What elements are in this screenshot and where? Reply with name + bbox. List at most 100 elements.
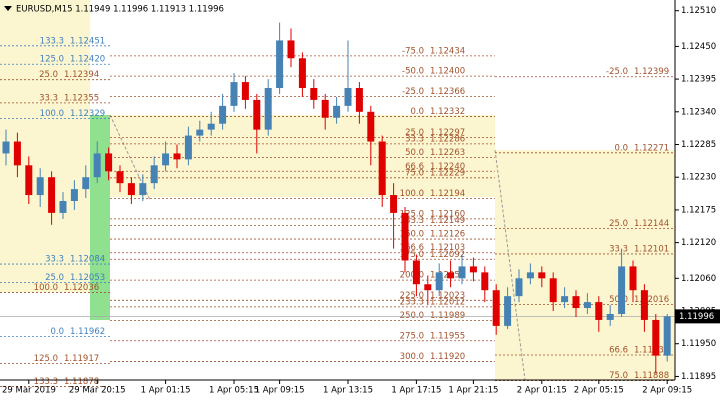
candle-body — [652, 319, 660, 356]
fib-price: 1.12263 — [430, 148, 465, 158]
candle-body — [48, 177, 56, 213]
candle-body — [207, 123, 215, 130]
x-tick-label: 1 Apr 17:15 — [391, 386, 441, 396]
fib-price: 1.12399 — [634, 67, 669, 77]
fib-level: 133.3 — [400, 216, 424, 226]
fib-level: 133.3 — [34, 377, 58, 387]
fib-level: 33.3 — [39, 93, 58, 103]
candle-body — [583, 302, 591, 309]
fib-level: 300.0 — [400, 352, 424, 362]
fib-price: 1.12016 — [634, 295, 669, 305]
y-tick-label: 1.12175 — [681, 205, 716, 215]
candle-body — [355, 88, 363, 112]
candle-body — [25, 165, 33, 196]
candle-body — [287, 40, 295, 59]
fib-price: 1.12084 — [70, 255, 105, 265]
candle-body — [367, 111, 375, 142]
fib-level: 25.0 — [405, 128, 424, 138]
x-tick-label: 1 Apr 09:15 — [255, 386, 305, 396]
fib-level: -25.0 — [402, 87, 424, 97]
candle-body — [162, 153, 170, 166]
fib-level: 166.6 — [400, 243, 424, 253]
fib-level: 200.0 — [400, 271, 424, 281]
fib-level: 0.0 — [614, 143, 628, 153]
fib-price: 1.11917 — [64, 354, 99, 364]
price-label: 1.11996 — [679, 312, 714, 322]
candle-body — [253, 99, 261, 130]
price-box — [675, 309, 720, 324]
candle-body — [469, 266, 477, 273]
fib-price: 1.12366 — [430, 87, 465, 97]
fib-level: 233.3 — [400, 297, 424, 307]
fib-price: 1.12329 — [70, 109, 105, 119]
fib-price: 1.11962 — [70, 327, 105, 337]
zone — [495, 150, 675, 380]
y-tick-label: 1.11895 — [681, 372, 716, 382]
fib-level: 33.3 — [405, 134, 424, 144]
candle-body — [640, 290, 648, 320]
candle-body — [561, 296, 569, 303]
fib-price: 1.12160 — [430, 209, 465, 219]
fib-level: 150.0 — [400, 230, 424, 240]
fib-price: 1.12451 — [70, 36, 105, 46]
fib-price: 1.12297 — [430, 128, 465, 138]
fib-level: 100.0 — [40, 109, 64, 119]
fib-level: -25.0 — [606, 67, 628, 77]
candle-body — [321, 99, 329, 118]
candle-body — [606, 313, 614, 320]
y-tick-label: 1.12510 — [681, 6, 716, 16]
menu-icon[interactable] — [4, 6, 12, 11]
fib-price: 1.11888 — [634, 371, 669, 381]
x-tick-label: 1 Apr 13:15 — [323, 386, 373, 396]
x-tick-label: 1 Apr 21:15 — [448, 386, 498, 396]
x-tick-label: 29 Mar 2019 — [2, 386, 56, 396]
candle-body — [2, 141, 10, 154]
fib-price: 1.12101 — [634, 244, 669, 254]
fib-level: -75.0 — [402, 46, 424, 56]
candle-body — [378, 141, 386, 196]
y-tick-label: 1.12395 — [681, 75, 716, 85]
candle-body — [196, 129, 204, 136]
zone — [90, 115, 495, 197]
fib-level: 33.3 — [609, 244, 628, 254]
fib-level: 225.0 — [400, 291, 424, 301]
candle-body — [549, 278, 557, 303]
fib-price: 1.12394 — [64, 70, 99, 80]
fib-price: 1.12229 — [430, 168, 465, 178]
fib-level: 125.0 — [40, 55, 64, 65]
fib-level: 133.3 — [40, 36, 64, 46]
trend-line — [494, 149, 526, 381]
y-tick-label: 1.12285 — [681, 140, 716, 150]
x-tick-label: 2 Apr 09:15 — [642, 386, 692, 396]
candle-body — [333, 105, 341, 118]
y-tick-label: 1.11950 — [681, 339, 716, 349]
fib-price: 1.12355 — [64, 93, 99, 103]
candle-body — [629, 266, 637, 291]
fib-price: 1.12194 — [430, 189, 465, 199]
candle-body — [595, 302, 603, 320]
candle-body — [412, 260, 420, 285]
candle-body — [139, 183, 147, 196]
candle-body — [663, 316, 671, 356]
y-tick-label: 1.12450 — [681, 42, 716, 52]
candle-body — [230, 82, 238, 106]
candle-body — [504, 296, 512, 326]
candle-body — [538, 272, 546, 279]
candle-body — [618, 266, 626, 314]
fib-price: 1.12144 — [634, 219, 669, 229]
x-tick-label: 2 Apr 01:15 — [517, 386, 567, 396]
fib-price: 1.12286 — [430, 134, 465, 144]
fib-level: 0.0 — [50, 327, 64, 337]
fib-level: 75.0 — [405, 168, 424, 178]
y-tick-label: 1.12340 — [681, 107, 716, 117]
fib-level: 25.0 — [609, 219, 628, 229]
fib-level: 25.0 — [45, 273, 64, 283]
fib-level: 25.0 — [39, 70, 58, 80]
fib-price: 1.12012 — [430, 297, 465, 307]
fib-level: 100.0 — [400, 189, 424, 199]
x-tick-label: 1 Apr 05:15 — [209, 386, 259, 396]
candle-body — [70, 189, 78, 202]
candle-body — [276, 40, 284, 89]
candle-body — [116, 171, 124, 184]
fib-level: 33.3 — [45, 255, 64, 265]
